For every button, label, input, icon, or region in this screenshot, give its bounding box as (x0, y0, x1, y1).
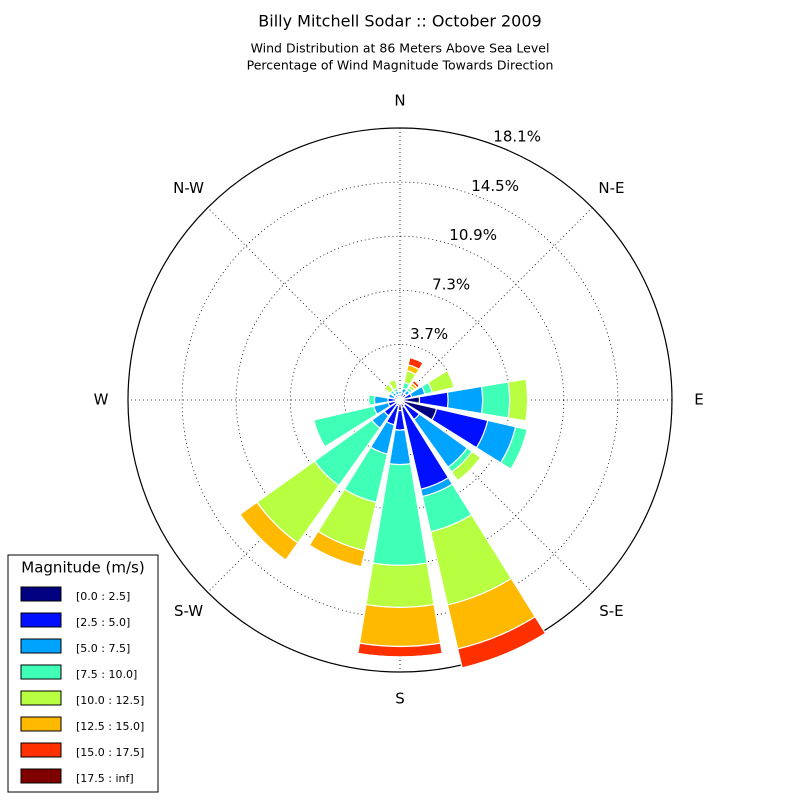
grid-ring (181, 181, 619, 619)
r-tick-label: 10.9% (449, 226, 497, 244)
wind-bar (480, 381, 511, 419)
legend-swatch (20, 612, 62, 628)
chart-subtitle: Percentage of Wind Magnitude Towards Dir… (247, 58, 554, 73)
wind-bar (525, 378, 529, 422)
wind-bar (388, 378, 396, 383)
legend-label: [5.0 : 7.5] (76, 642, 130, 655)
legend-label: [10.0 : 12.5] (76, 694, 144, 707)
r-tick-label: 14.5% (471, 177, 519, 195)
legend-swatch (20, 586, 62, 602)
r-tick-label: 7.3% (432, 276, 470, 294)
chart-title: Billy Mitchell Sodar :: October 2009 (258, 12, 541, 31)
wind-bar (358, 603, 442, 647)
chart-subtitle: Wind Distribution at 86 Meters Above Sea… (251, 41, 550, 56)
legend-label: [15.0 : 17.5] (76, 746, 144, 759)
legend-label: [17.5 : inf] (76, 772, 134, 785)
legend-label: [12.5 : 15.0] (76, 720, 144, 733)
legend-title: Magnitude (m/s) (21, 559, 144, 577)
r-tick-label: 18.1% (493, 127, 541, 145)
wind-bar (413, 379, 421, 387)
legend-swatch (20, 690, 62, 706)
direction-label: N-E (598, 179, 624, 197)
r-tick-label: 3.7% (410, 325, 448, 343)
legend-label: [0.0 : 2.5] (76, 590, 130, 603)
legend-swatch (20, 664, 62, 680)
legend-swatch (20, 742, 62, 758)
wind-bar (367, 394, 376, 406)
wind-bar (461, 632, 546, 669)
direction-label: N (394, 92, 405, 110)
wind-bar (357, 652, 443, 658)
legend-swatch (20, 768, 62, 784)
direction-label: S-E (599, 602, 623, 620)
legend-swatch (20, 638, 62, 654)
direction-label: W (94, 391, 109, 409)
legend-label: [7.5 : 10.0] (76, 668, 137, 681)
direction-label: S (395, 690, 405, 708)
direction-label: E (694, 391, 703, 409)
wind-bar (507, 378, 529, 422)
wind-bar (239, 514, 286, 561)
direction-label: N-W (173, 179, 204, 197)
direction-label: S-W (174, 602, 203, 620)
legend-label: [2.5 : 5.0] (76, 616, 130, 629)
legend-swatch (20, 716, 62, 732)
wind-bar (365, 562, 435, 608)
wind-bar (510, 429, 528, 470)
